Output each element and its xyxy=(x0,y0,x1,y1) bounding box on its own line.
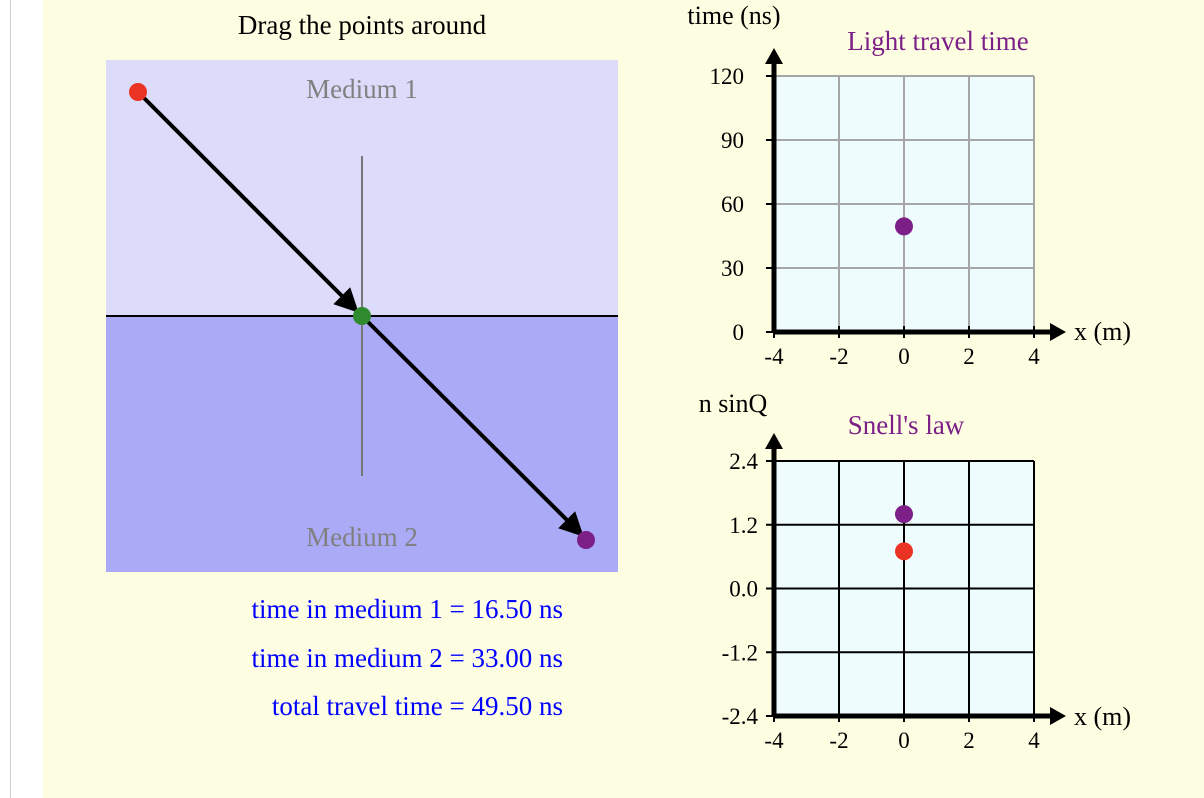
time-medium-2-readout: time in medium 2 = 33.00 ns xyxy=(252,643,563,673)
medium-1-label: Medium 1 xyxy=(306,74,418,104)
chart-0-x-tick-label: 0 xyxy=(898,344,910,369)
chart-1-x-tick-label: 2 xyxy=(963,728,975,753)
chart-0-x-tick-label: -4 xyxy=(764,344,784,369)
chart-0-x-tick-label: 4 xyxy=(1028,344,1040,369)
chart-1-x-axis-arrow-icon xyxy=(1050,707,1066,725)
chart-1-y-axis-arrow-icon xyxy=(765,433,783,449)
chart-1-y-tick-label: 2.4 xyxy=(729,449,758,474)
total-time-readout: total travel time = 49.50 ns xyxy=(272,691,563,721)
chart-1-y-tick-label: 1.2 xyxy=(729,513,758,538)
chart-1-x-tick-label: 0 xyxy=(898,728,910,753)
chart-1-data-point-1 xyxy=(895,542,913,561)
chart-1-data-point-0 xyxy=(895,505,913,524)
chart-0-y-axis-label: time (ns) xyxy=(687,1,780,30)
chart-1-x-tick-label: 4 xyxy=(1028,728,1040,753)
chart-0-x-axis-label: x (m) xyxy=(1074,317,1131,346)
refracted-ray-arrow xyxy=(360,314,584,537)
chart-0-y-tick-label: 60 xyxy=(721,192,744,217)
instruction-text: Drag the points around xyxy=(238,10,487,40)
chart-1-x-axis-label: x (m) xyxy=(1074,702,1131,731)
chart-0-x-tick-label: -2 xyxy=(829,344,848,369)
chart-0-y-tick-label: 30 xyxy=(721,256,744,281)
chart-0-data-point-0 xyxy=(895,217,913,236)
chart-0-y-tick-label: 0 xyxy=(733,320,745,345)
chart-1-y-tick-label: -2.4 xyxy=(722,704,759,729)
chart-1-y-axis-label: n sinQ xyxy=(699,389,768,418)
chart-1-title: Snell's law xyxy=(848,410,965,440)
source-point-handle[interactable] xyxy=(129,83,147,101)
page-left-border xyxy=(10,0,11,798)
chart-1-x-tick-label: -4 xyxy=(764,728,784,753)
chart-0-x-tick-label: 2 xyxy=(963,344,975,369)
time-medium-1-readout: time in medium 1 = 16.50 ns xyxy=(252,594,563,624)
chart-0-title: Light travel time xyxy=(847,26,1028,56)
chart-0-y-axis-arrow-icon xyxy=(765,48,783,64)
chart-1-y-tick-label: -1.2 xyxy=(722,640,758,665)
chart-0-y-tick-label: 90 xyxy=(721,128,744,153)
medium-2-label: Medium 2 xyxy=(306,522,418,552)
charts-group: -4 -2 0 2 4 0 30 60 90 120 Light travel time time (… xyxy=(687,1,1131,753)
chart-0-x-axis-arrow-icon xyxy=(1050,323,1066,341)
chart-0-y-tick-label: 120 xyxy=(710,64,745,89)
interface-point-handle[interactable] xyxy=(353,307,371,325)
chart-1-y-tick-label: 0.0 xyxy=(729,577,758,602)
incident-ray-arrow xyxy=(136,90,359,313)
chart-1-x-tick-label: -2 xyxy=(829,728,848,753)
end-point-handle[interactable] xyxy=(577,531,595,549)
